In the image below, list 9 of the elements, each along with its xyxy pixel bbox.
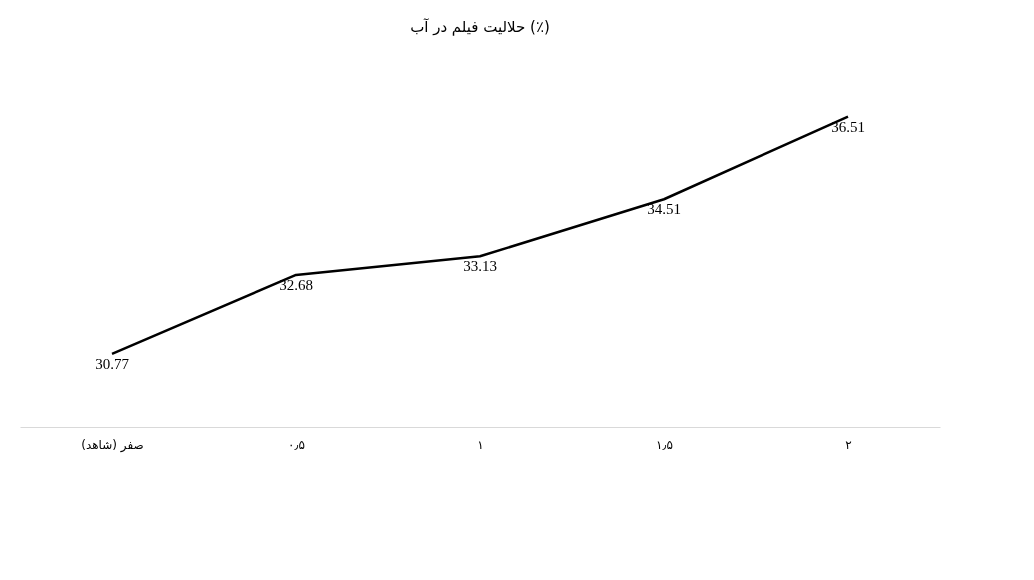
- data-label: 30.77: [95, 355, 130, 372]
- data-label: 34.51: [647, 201, 681, 218]
- x-tick-label: ۱: [477, 437, 484, 452]
- x-tick-label: ۰٫۵: [288, 437, 305, 452]
- data-label: 33.13: [463, 258, 497, 275]
- x-tick-label: ۱٫۵: [656, 437, 673, 452]
- chart-title: حلالیت فیلم در آب (٪): [410, 18, 550, 36]
- x-tick-label: صفر (شاهد): [81, 437, 144, 453]
- x-tick-label: ۲: [845, 437, 852, 452]
